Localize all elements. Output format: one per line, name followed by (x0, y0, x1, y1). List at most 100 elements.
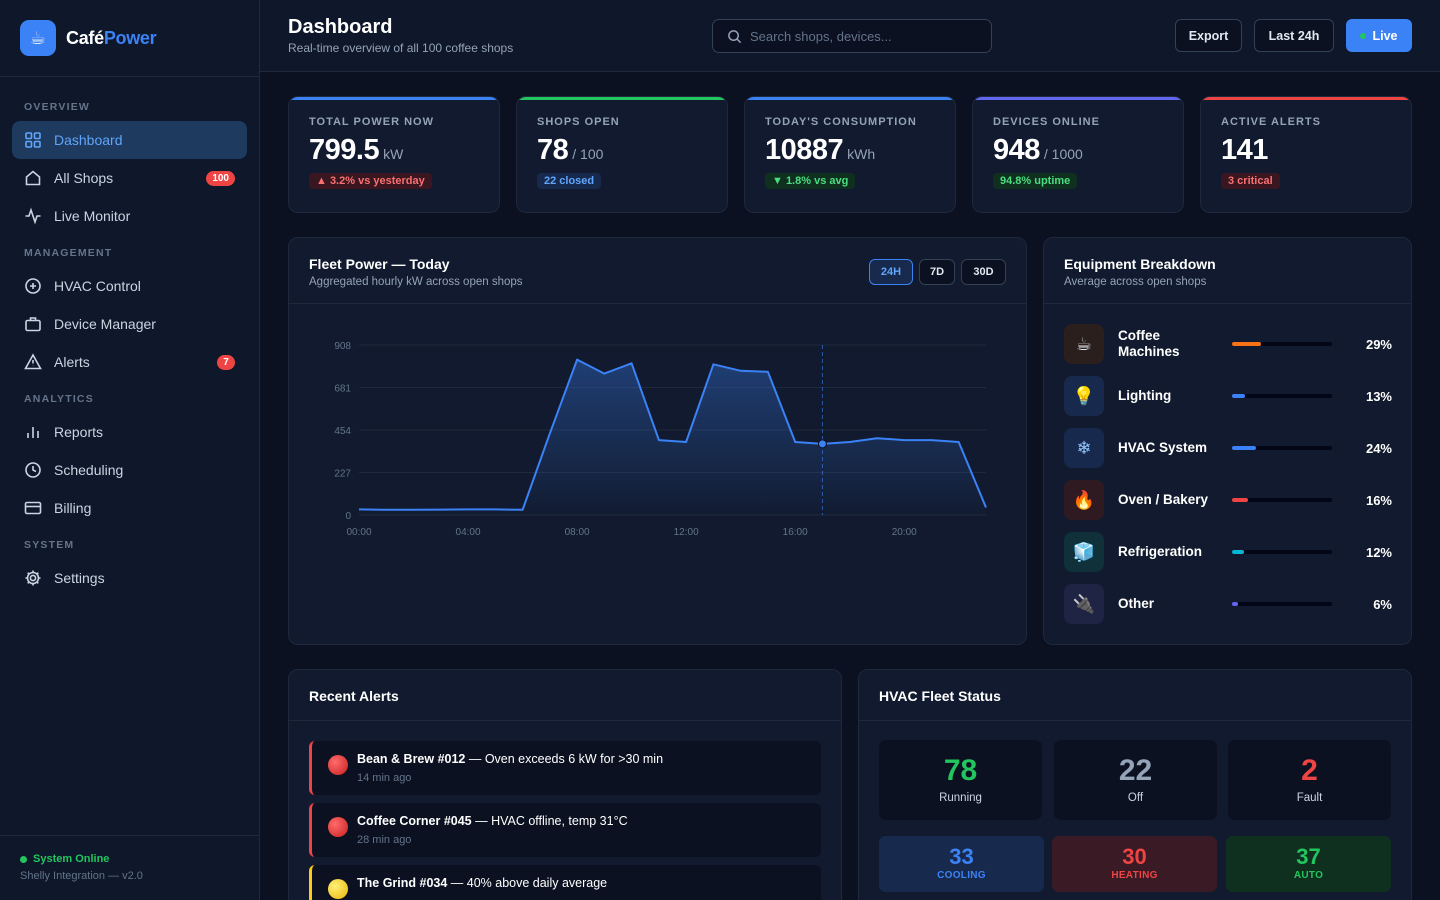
equipment-percent: 16% (1365, 492, 1392, 508)
hvac-auto-label: AUTO (1293, 870, 1324, 881)
equipment-progress-track (1232, 550, 1332, 554)
x-tick-label: 08:00 (565, 527, 590, 538)
range-24h-button[interactable]: 24H (869, 259, 913, 285)
sidebar-item-alerts[interactable]: Alerts 7 (12, 343, 247, 381)
search-input[interactable] (750, 28, 980, 44)
gear-icon (25, 570, 41, 586)
sidebar-item-label: Device Manager (54, 316, 156, 332)
brand[interactable]: ☕ CaféPower (0, 0, 259, 77)
critical-dot-icon (328, 755, 348, 775)
power-area-fill (359, 359, 986, 515)
sidebar-item-billing[interactable]: Billing (12, 489, 247, 527)
equipment-progress-track (1232, 394, 1332, 398)
coffee-cup-icon: ☕ (1064, 324, 1104, 364)
equipment-progress-fill (1232, 602, 1238, 606)
sidebar-item-settings[interactable]: Settings (12, 559, 247, 597)
page-subtitle: Real-time overview of all 100 coffee sho… (288, 41, 514, 55)
equipment-row-other[interactable]: 🔌 Other 6% (1064, 584, 1392, 624)
live-button[interactable]: Live (1346, 19, 1412, 52)
y-tick-label: 0 (345, 511, 351, 522)
nav-section-system: SYSTEM (24, 539, 75, 551)
equipment-name: Refrigeration (1118, 544, 1203, 559)
bar-chart-icon (27, 427, 39, 438)
integration-version: Shelly Integration — v2.0 (20, 870, 143, 882)
hvac-cooling-tile[interactable]: 33 COOLING (879, 836, 1044, 892)
equipment-percent: 29% (1365, 336, 1392, 352)
sidebar-item-all-shops[interactable]: All Shops 100 (12, 159, 247, 197)
hvac-off-tile[interactable]: 22 Off (1054, 740, 1217, 820)
hvac-cooling-count: 33 (949, 844, 974, 869)
equipment-name: Coffee Machines (1118, 328, 1180, 359)
equipment-row-lighting[interactable]: 💡 Lighting 13% (1064, 376, 1392, 416)
equipment-progress-fill (1232, 498, 1248, 502)
export-button[interactable]: Export (1175, 19, 1242, 52)
kpi-accent-bar (289, 97, 499, 100)
equipment-row-oven-bakery[interactable]: 🔥 Oven / Bakery 16% (1064, 480, 1392, 520)
y-tick-label: 227 (334, 469, 351, 480)
equipment-row-hvac[interactable]: ❄ HVAC System 24% (1064, 428, 1392, 468)
kpi-devices-online[interactable]: DEVICES ONLINE 948/ 1000 94.8% uptime (972, 96, 1184, 213)
range-select-button[interactable]: Last 24h (1254, 19, 1334, 52)
hvac-auto-count: 37 (1296, 844, 1321, 869)
kpi-total-power[interactable]: TOTAL POWER NOW 799.5 kW ▲ 3.2% vs yester… (288, 96, 500, 213)
sidebar-item-scheduling[interactable]: Scheduling (12, 451, 247, 489)
equipment-progress-track (1232, 602, 1332, 606)
hvac-cooling-label: COOLING (937, 870, 986, 881)
sidebar-item-label: Billing (54, 500, 92, 516)
power-series-line (358, 358, 987, 511)
alert-time: 14 min ago (357, 772, 412, 784)
hvac-running-label: Running (939, 792, 982, 804)
alert-title: Coffee Corner #045 — HVAC offline, temp … (357, 814, 628, 828)
panel-subtitle: Average across open shops (1064, 276, 1207, 288)
grid-icon (25, 132, 41, 148)
kpi-label: TOTAL POWER NOW (309, 116, 434, 128)
kpi-label: ACTIVE ALERTS (1221, 116, 1321, 128)
range-7d-button[interactable]: 7D (919, 259, 955, 285)
sidebar-item-hvac-control[interactable]: HVAC Control (12, 267, 247, 305)
equipment-percent: 13% (1365, 388, 1392, 404)
fleet-power-panel: Fleet Power — Today Aggregated hourly kW… (288, 237, 1027, 645)
status-dot-icon (20, 855, 27, 863)
y-tick-label: 908 (334, 341, 351, 352)
fleet-power-chart[interactable]: 0 227 454 681 908 00:00 04:00 08:00 12:00 16:00 20… (289, 305, 1026, 645)
hvac-fault-label: Fault (1296, 792, 1323, 804)
search-box[interactable] (712, 19, 992, 53)
alert-item[interactable]: Coffee Corner #045 — HVAC offline, temp … (309, 803, 821, 857)
sidebar-item-reports[interactable]: Reports (12, 413, 247, 451)
hvac-fault-tile[interactable]: 2 Fault (1228, 740, 1391, 820)
sidebar-item-device-manager[interactable]: Device Manager (12, 305, 247, 343)
nav-section-analytics: ANALYTICS (24, 393, 94, 405)
hvac-auto-tile[interactable]: 37 AUTO (1226, 836, 1391, 892)
system-status: System Online (20, 853, 239, 865)
equipment-row-coffee-machines[interactable]: ☕ Coffee Machines 29% (1064, 324, 1392, 364)
panel-subtitle: Aggregated hourly kW across open shops (309, 276, 523, 288)
sidebar-item-label: Alerts (54, 354, 90, 370)
alert-item[interactable]: Bean & Brew #012 — Oven exceeds 6 kW for… (309, 741, 821, 795)
kpi-value: 141 (1221, 134, 1268, 166)
kpi-accent-bar (1201, 97, 1411, 100)
equipment-percent: 6% (1373, 596, 1392, 612)
kpi-shops-open[interactable]: SHOPS OPEN 78/ 100 22 closed (516, 96, 728, 213)
alert-title: Bean & Brew #012 — Oven exceeds 6 kW for… (357, 752, 664, 766)
kpi-consumption[interactable]: TODAY'S CONSUMPTION 10887 kWh ▼ 1.8% vs a… (744, 96, 956, 213)
search-icon (728, 29, 742, 43)
hvac-heating-tile[interactable]: 30 HEATING (1052, 836, 1217, 892)
kpi-value: 10887 kWh (765, 134, 876, 166)
alert-item[interactable]: The Grind #034 — 40% above daily average (309, 865, 821, 900)
briefcase-icon (25, 317, 41, 332)
ice-cube-icon: 🧊 (1064, 532, 1104, 572)
equipment-progress-track (1232, 498, 1332, 502)
hvac-running-tile[interactable]: 78 Running (879, 740, 1042, 820)
alerts-count-badge: 7 (217, 354, 235, 370)
kpi-active-alerts[interactable]: ACTIVE ALERTS 141 3 critical (1200, 96, 1412, 213)
x-tick-label: 00:00 (346, 527, 371, 538)
range-30d-button[interactable]: 30D (961, 259, 1006, 285)
kpi-label: DEVICES ONLINE (993, 116, 1100, 128)
equipment-progress-fill (1232, 394, 1245, 398)
kpi-status-badge: 22 closed (537, 173, 602, 189)
sidebar-item-dashboard[interactable]: Dashboard (12, 121, 247, 159)
nav-section-overview: OVERVIEW (24, 101, 91, 113)
hvac-running-count: 78 (943, 754, 978, 787)
equipment-row-refrigeration[interactable]: 🧊 Refrigeration 12% (1064, 532, 1392, 572)
sidebar-item-live-monitor[interactable]: Live Monitor (12, 197, 247, 235)
